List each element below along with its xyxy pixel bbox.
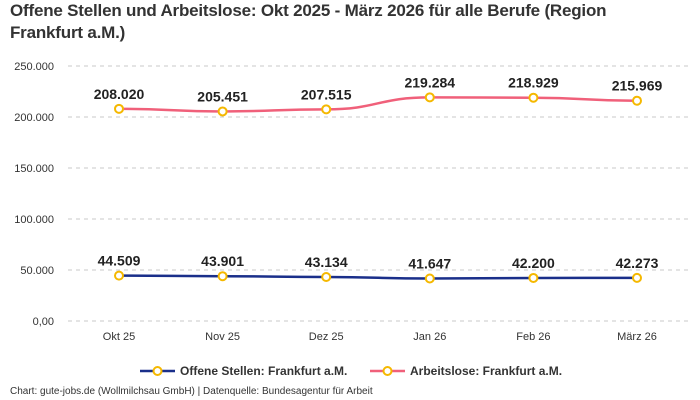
data-point <box>424 273 435 284</box>
data-label: 42.200 <box>512 255 555 271</box>
data-label: 205.451 <box>197 88 248 104</box>
data-label: 43.901 <box>201 253 244 269</box>
data-label: 41.647 <box>408 256 451 272</box>
data-point <box>528 272 539 283</box>
x-tick-label: Dez 25 <box>309 331 344 343</box>
y-tick-label: 150.000 <box>14 163 54 175</box>
data-point <box>632 272 642 283</box>
x-tick-label: Feb 26 <box>516 331 550 343</box>
data-label: 215.969 <box>612 78 663 94</box>
data-label: 42.273 <box>616 255 659 271</box>
data-label: 208.020 <box>94 86 145 102</box>
x-tick-label: März 26 <box>617 331 657 343</box>
chart-title: Offene Stellen und Arbeitslose: Okt 2025… <box>10 1 607 42</box>
data-point <box>528 92 539 103</box>
chart-source: Chart: gute-jobs.de (Wollmilchsau GmbH) … <box>10 386 373 397</box>
legend-marker <box>382 366 393 376</box>
legend-label: Offene Stellen: Frankfurt a.M. <box>180 364 347 378</box>
data-point <box>217 106 228 117</box>
legend-label: Arbeitslose: Frankfurt a.M. <box>410 364 562 378</box>
legend-marker <box>152 366 163 376</box>
data-point <box>217 271 228 282</box>
data-label: 44.509 <box>98 253 141 269</box>
data-point <box>114 270 124 281</box>
x-tick-label: Okt 25 <box>103 331 135 343</box>
y-tick-label: 0,00 <box>33 316 54 328</box>
data-label: 219.284 <box>404 74 455 90</box>
x-tick-label: Jan 26 <box>413 331 446 343</box>
y-tick-label: 50.000 <box>20 265 54 277</box>
data-point <box>114 103 124 114</box>
data-point <box>632 95 642 106</box>
y-tick-label: 100.000 <box>14 214 54 226</box>
data-point <box>321 104 332 115</box>
x-tick-label: Nov 25 <box>205 331 240 343</box>
data-point <box>321 272 332 283</box>
y-tick-label: 200.000 <box>14 112 54 124</box>
series-line <box>118 274 638 280</box>
series-line <box>118 96 638 113</box>
data-label: 218.929 <box>508 75 559 91</box>
data-point <box>424 92 435 103</box>
data-label: 43.134 <box>305 254 348 270</box>
data-label: 207.515 <box>301 86 352 102</box>
y-tick-label: 250.000 <box>14 61 54 73</box>
